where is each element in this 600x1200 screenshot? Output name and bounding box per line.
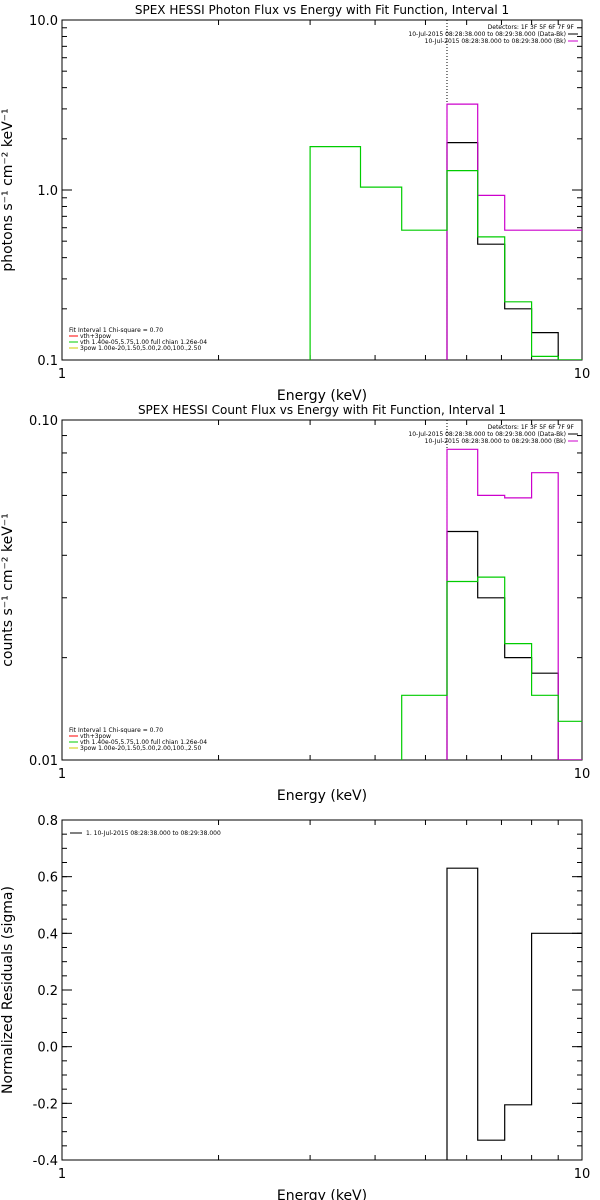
- y-tick-label: 0.10: [29, 414, 58, 429]
- x-tick-label: 1: [58, 367, 66, 382]
- x-tick-label: 1: [58, 767, 66, 782]
- y-tick-label: 0.2: [37, 984, 58, 999]
- plot-frame: [61, 19, 583, 361]
- legend-top-entry: 10-Jul-2015 08:28:38.000 to 08:29:38.000…: [408, 31, 566, 38]
- legend-top-entry: 10-Jul-2015 08:28:38.000 to 08:29:38.000…: [425, 38, 566, 45]
- chart-panel-1: SPEX HESSI Photon Flux vs Energy with Fi…: [0, 3, 590, 404]
- chart-title: SPEX HESSI Photon Flux vs Energy with Fi…: [135, 3, 509, 17]
- legend-bottom-entry: vth+3pow: [80, 333, 111, 340]
- legend-bottom-entry: vth 1.40e-05,5.75,1.00 full chian 1.26e-…: [80, 339, 207, 346]
- legend-bottom-entry: vth 1.40e-05,5.75,1.00 full chian 1.26e-…: [80, 739, 207, 746]
- y-tick-label: 0.8: [37, 814, 58, 829]
- y-tick-label: -0.4: [33, 1154, 58, 1169]
- x-axis-label: Energy (keV): [277, 788, 367, 804]
- y-tick-label: 0.4: [37, 927, 58, 942]
- legend-top-entry: 10-Jul-2015 08:28:38.000 to 08:29:38.000…: [408, 431, 566, 438]
- data-area: [309, 20, 582, 360]
- legend-bottom-entry: Fit Interval 1 Chi-square = 0.70: [69, 327, 163, 334]
- series-2-step-line: [446, 448, 582, 760]
- y-tick-label: 0.01: [29, 754, 58, 769]
- series-3-step-line: [309, 146, 582, 360]
- residual-legend-entry: 1. 10-Jul-2015 08:28:38.000 to 08:29:38.…: [86, 830, 221, 837]
- series-2-step-line: [446, 103, 582, 360]
- detectors-label: Detectors: 1F 3F 5F 6F 7F 9F: [488, 24, 575, 31]
- y-tick-label: 0.6: [37, 871, 58, 886]
- x-tick-label: 10: [574, 367, 591, 382]
- series-1-step-line: [446, 530, 582, 760]
- detectors-label: Detectors: 1F 3F 5F 6F 7F 9F: [488, 424, 575, 431]
- x-tick-label: 10: [574, 767, 591, 782]
- y-axis-label: photons s⁻¹ cm⁻² keV⁻¹: [0, 108, 16, 271]
- plot-frame: [61, 419, 583, 761]
- chart-title: SPEX HESSI Count Flux vs Energy with Fit…: [138, 403, 506, 417]
- data-area: [401, 420, 582, 760]
- y-axis-label: Normalized Residuals (sigma): [0, 886, 16, 1094]
- legend-top-entry: 10-Jul-2015 08:28:38.000 to 08:29:38.000…: [425, 438, 566, 445]
- legend-bottom-entry: vth+3pow: [80, 733, 111, 740]
- series-3-step-line: [401, 576, 582, 760]
- x-axis-label: Energy (keV): [277, 388, 367, 404]
- series-1-step-line: [446, 867, 582, 1160]
- x-tick-label: 10: [574, 1167, 591, 1182]
- series-1-step-line: [446, 142, 582, 360]
- data-area: [446, 867, 582, 1160]
- y-tick-label: 0.1: [37, 354, 58, 369]
- y-tick-label: 0.0: [37, 1041, 58, 1056]
- y-tick-label: 10.0: [29, 14, 58, 29]
- legend-bottom-entry: 3pow 1.00e-20,1.50,5.00,2.00,100.,2.50: [80, 745, 201, 752]
- plot-frame: [61, 819, 583, 1161]
- chart-panel-2: SPEX HESSI Count Flux vs Energy with Fit…: [0, 403, 590, 804]
- y-tick-label: -0.2: [33, 1097, 58, 1112]
- legend-bottom-entry: Fit Interval 1 Chi-square = 0.70: [69, 727, 163, 734]
- chart-panel-3: 1 10 Energy (keV) -0.4 -0.2 0.0 0.2 0.4 0.6 0.8 No…: [0, 814, 590, 1200]
- x-tick-label: 1: [58, 1167, 66, 1182]
- y-axis-label: counts s⁻¹ cm⁻² keV⁻¹: [0, 513, 16, 667]
- y-tick-label: 1.0: [37, 184, 58, 199]
- x-axis-label: Energy (keV): [277, 1188, 367, 1200]
- legend-bottom-entry: 3pow 1.00e-20,1.50,5.00,2.00,100.,2.50: [80, 345, 201, 352]
